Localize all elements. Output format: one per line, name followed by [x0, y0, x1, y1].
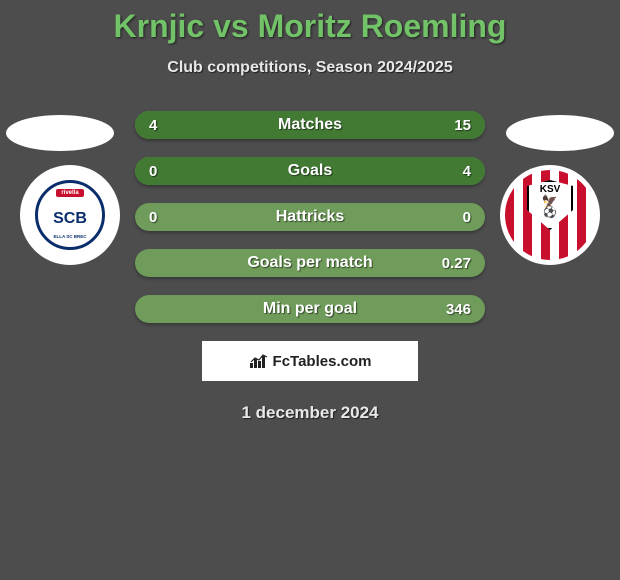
ksv-logo: KSV 🦅 ⚽	[505, 170, 595, 260]
scb-name: SCB	[53, 210, 87, 228]
bar-fill-left	[135, 111, 209, 139]
stat-value-right: 0	[463, 209, 471, 226]
stat-label: Matches	[278, 116, 342, 134]
stat-label: Hattricks	[276, 208, 344, 226]
page-title: Krnjic vs Moritz Roemling	[0, 8, 620, 45]
chart-icon	[249, 353, 269, 369]
stat-label: Goals	[288, 162, 332, 180]
scb-sponsor-label: rivella	[56, 189, 83, 197]
date-label: 1 december 2024	[0, 403, 620, 423]
stat-value-left: 0	[149, 163, 157, 180]
stat-value-left: 0	[149, 209, 157, 226]
page-subtitle: Club competitions, Season 2024/2025	[0, 59, 620, 77]
scb-logo: rivella SCB ELLA SC BREC	[35, 180, 105, 250]
stat-value-right: 346	[446, 301, 471, 318]
ball-icon: ⚽	[543, 208, 557, 219]
stats-area: rivella SCB ELLA SC BREC KSV 🦅 ⚽ 4 Matche…	[0, 111, 620, 423]
bar-fill-right	[209, 111, 486, 139]
player-pill-right	[506, 115, 614, 151]
club-badge-right: KSV 🦅 ⚽	[500, 165, 600, 265]
stat-value-left: 4	[149, 117, 157, 134]
stat-row: 0 Goals 4	[135, 157, 485, 185]
stat-value-right: 15	[454, 117, 471, 134]
stat-value-right: 4	[463, 163, 471, 180]
stat-bars: 4 Matches 15 0 Goals 4 0 Hattricks 0 Goals per ma…	[135, 111, 485, 323]
attribution-text: FcTables.com	[273, 353, 372, 370]
stat-value-right: 0.27	[442, 255, 471, 272]
stat-row: Min per goal 346	[135, 295, 485, 323]
stat-row: Goals per match 0.27	[135, 249, 485, 277]
club-badge-left: rivella SCB ELLA SC BREC	[20, 165, 120, 265]
stat-row: 0 Hattricks 0	[135, 203, 485, 231]
stat-label: Goals per match	[247, 254, 372, 272]
player-pill-left	[6, 115, 114, 151]
scb-subtext: ELLA SC BREC	[53, 234, 86, 239]
stat-row: 4 Matches 15	[135, 111, 485, 139]
attribution-badge: FcTables.com	[202, 341, 418, 381]
stat-label: Min per goal	[263, 300, 357, 318]
